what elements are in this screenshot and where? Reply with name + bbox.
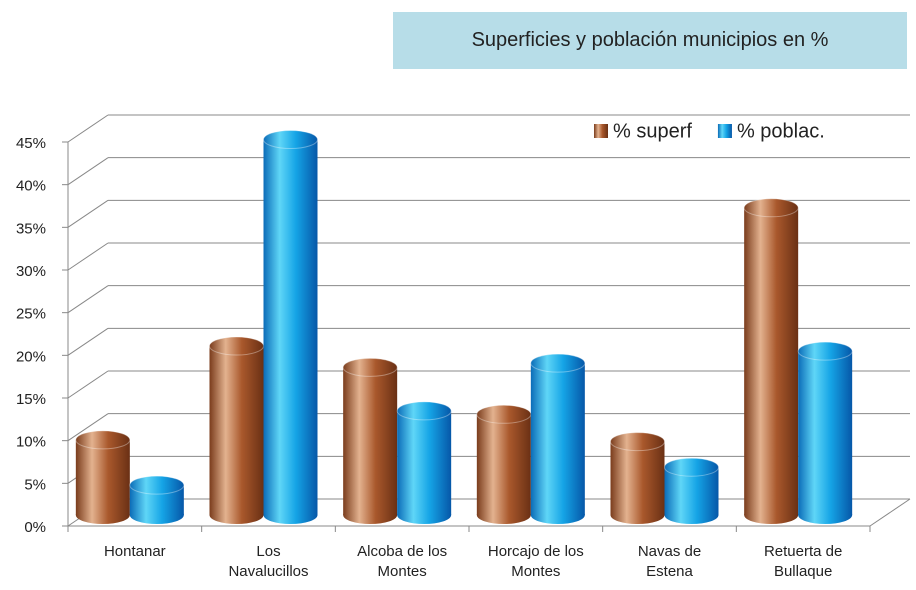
x-tick-label: Hontanar <box>103 543 166 560</box>
bar-top <box>396 401 452 421</box>
grid-line <box>67 199 109 228</box>
legend-label: % poblac. <box>737 120 825 142</box>
bar-top <box>209 336 264 356</box>
bar-body <box>610 441 665 515</box>
bar-body <box>476 414 531 515</box>
bar-body <box>209 346 264 515</box>
legend-swatch <box>717 124 732 138</box>
bar-top <box>75 430 131 450</box>
grid-line <box>67 327 109 356</box>
legend-label: % superf <box>613 120 692 142</box>
grid-line <box>67 413 109 442</box>
bar-top <box>610 432 665 452</box>
grid-line <box>67 285 109 314</box>
grid-line <box>67 370 109 399</box>
grid-line <box>67 242 109 271</box>
y-tick-label: 5% <box>24 476 46 493</box>
bar <box>797 341 853 524</box>
bar-top <box>476 404 532 424</box>
chart-title: Superficies y población municipios en % <box>393 12 907 69</box>
x-tick-label: Navas de Estena <box>637 543 702 580</box>
bar-body <box>75 439 130 515</box>
bar-body <box>744 207 799 516</box>
x-tick-label: Los Navalucillos <box>228 543 309 580</box>
x-tick-label: Alcoba de los Montes <box>357 543 448 580</box>
axis-line <box>869 498 911 527</box>
bar <box>396 401 452 524</box>
y-tick-label: 25% <box>16 306 46 323</box>
bar-top <box>342 357 398 377</box>
y-tick-label: 10% <box>16 434 46 451</box>
bar <box>209 336 264 524</box>
bar <box>342 357 398 524</box>
bar <box>530 353 586 524</box>
bar-body <box>798 351 853 515</box>
grid-line <box>67 157 109 186</box>
bar <box>664 457 719 524</box>
bar <box>743 198 799 524</box>
bar <box>610 432 665 524</box>
y-tick-label: 35% <box>16 220 46 237</box>
bar-top <box>797 341 853 361</box>
bar <box>476 404 532 524</box>
grid-line <box>67 114 109 143</box>
y-tick-label: 30% <box>16 263 46 280</box>
bar <box>129 475 185 524</box>
x-tick-label: Horcajo de los Montes <box>487 543 584 580</box>
bar-body <box>397 410 452 515</box>
bar-top <box>530 353 586 373</box>
y-tick-label: 15% <box>16 391 46 408</box>
bar-top <box>743 198 799 218</box>
bar-top <box>664 457 719 477</box>
y-tick-label: 40% <box>16 178 46 195</box>
y-tick-label: 20% <box>16 348 46 365</box>
bar-top <box>263 130 318 150</box>
bar-body <box>343 367 398 515</box>
bar <box>263 130 318 524</box>
bar <box>75 430 131 524</box>
y-tick-label: 45% <box>16 135 46 152</box>
legend-swatch <box>594 124 608 138</box>
x-tick-label: Retuerta de Bullaque <box>763 543 843 580</box>
bar-top <box>129 475 185 495</box>
bar-body <box>263 139 318 516</box>
y-tick-label: 0% <box>24 519 46 536</box>
bar-body <box>530 363 585 515</box>
